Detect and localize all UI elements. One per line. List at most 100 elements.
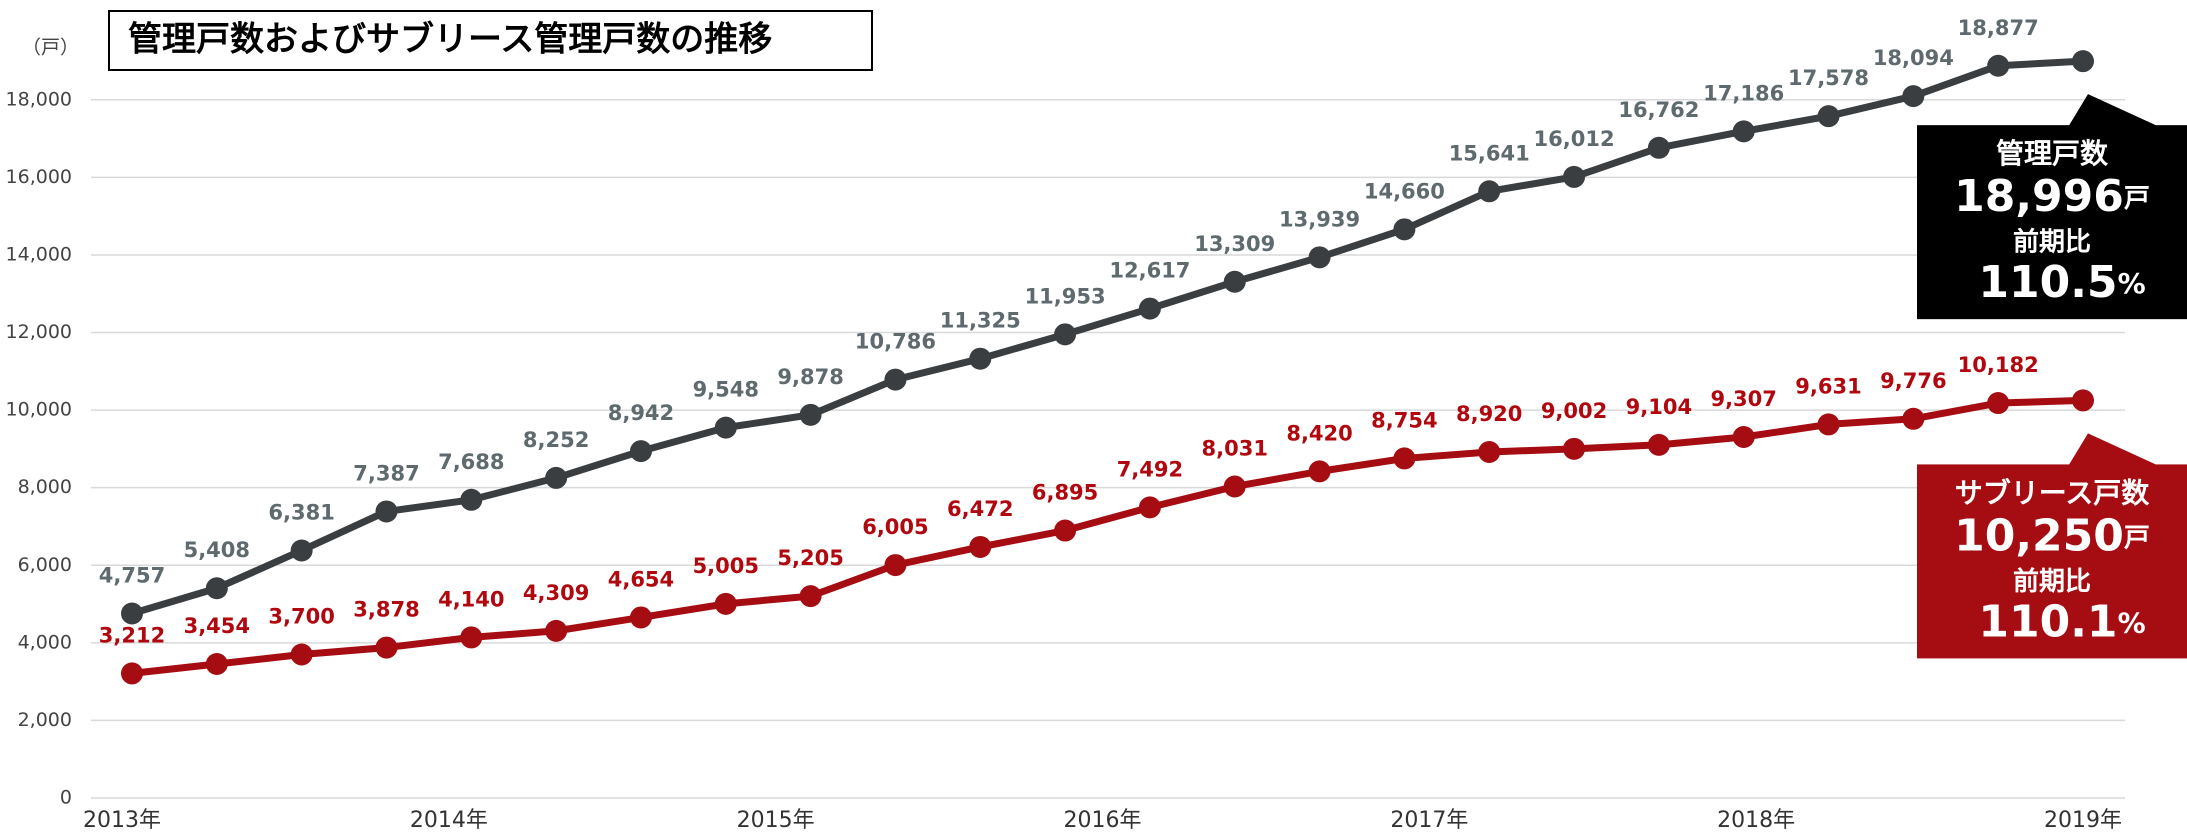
point bbox=[545, 466, 568, 489]
y-tick-label: 18,000 bbox=[6, 88, 72, 110]
callout-ratio-unit: % bbox=[2118, 606, 2146, 639]
value-label: 12,617 bbox=[1109, 259, 1190, 283]
point bbox=[1054, 519, 1077, 542]
y-unit: （戸） bbox=[22, 37, 79, 59]
y-tick-label: 16,000 bbox=[6, 166, 72, 188]
callout-value: 10,250戸 bbox=[1954, 510, 2150, 561]
point bbox=[1817, 413, 1840, 436]
value-label: 4,309 bbox=[523, 581, 589, 605]
chart-title: 管理戸数およびサブリース管理戸数の推移 bbox=[128, 20, 772, 60]
value-label: 7,492 bbox=[1117, 457, 1183, 481]
point bbox=[121, 602, 143, 625]
x-tick-label: 2017年 bbox=[1390, 808, 1468, 833]
value-label: 9,002 bbox=[1541, 399, 1607, 423]
value-label: 3,700 bbox=[268, 604, 334, 628]
callout-ratio: 110.5% bbox=[1978, 257, 2145, 308]
value-label: 8,420 bbox=[1286, 421, 1352, 445]
callout-unit: 戸 bbox=[2124, 184, 2150, 214]
point bbox=[1902, 407, 1925, 430]
point bbox=[629, 440, 652, 463]
point bbox=[375, 636, 398, 659]
point bbox=[1987, 54, 2010, 77]
value-label: 7,387 bbox=[353, 461, 419, 485]
point bbox=[799, 403, 822, 426]
value-label: 9,631 bbox=[1795, 374, 1861, 398]
title-box bbox=[108, 10, 873, 71]
value-label: 18,877 bbox=[1958, 16, 2039, 40]
point bbox=[1817, 105, 1840, 128]
value-label: 17,578 bbox=[1788, 66, 1869, 90]
point bbox=[1647, 433, 1670, 456]
point bbox=[1308, 246, 1331, 269]
value-label: 7,688 bbox=[438, 450, 504, 474]
point bbox=[1902, 85, 1925, 108]
value-label: 14,660 bbox=[1364, 179, 1445, 203]
callout-pointer bbox=[2068, 433, 2160, 467]
value-label: 5,005 bbox=[693, 554, 759, 578]
value-label: 3,454 bbox=[184, 614, 250, 638]
callout-ratio-title: 前期比 bbox=[2013, 227, 2091, 258]
point bbox=[1478, 440, 1501, 463]
point bbox=[205, 577, 228, 600]
point bbox=[1138, 297, 1161, 320]
point bbox=[1732, 120, 1755, 143]
series-line bbox=[131, 57, 2084, 617]
value-label: 16,012 bbox=[1534, 127, 1615, 151]
value-label: 10,786 bbox=[855, 330, 936, 354]
y-tick-label: 10,000 bbox=[6, 399, 72, 421]
x-tick-label: 2014年 bbox=[410, 808, 488, 833]
point bbox=[375, 500, 398, 523]
point bbox=[460, 488, 483, 511]
point bbox=[1308, 460, 1331, 483]
point bbox=[969, 347, 992, 370]
point bbox=[629, 606, 652, 629]
callout-ratio-unit: % bbox=[2118, 267, 2146, 300]
value-label: 16,762 bbox=[1618, 98, 1699, 122]
value-label: 8,031 bbox=[1202, 436, 1268, 460]
callout-ratio-number: 110.1 bbox=[1978, 596, 2117, 647]
point bbox=[290, 539, 313, 562]
value-label: 9,104 bbox=[1626, 395, 1692, 419]
point bbox=[1223, 475, 1246, 498]
value-label: 8,942 bbox=[608, 401, 674, 425]
value-label: 4,140 bbox=[438, 587, 504, 611]
value-label: 8,920 bbox=[1456, 402, 1522, 426]
point bbox=[969, 535, 992, 558]
point bbox=[1647, 136, 1670, 159]
point bbox=[1393, 218, 1416, 241]
value-label: 9,307 bbox=[1710, 387, 1776, 411]
callout-ratio: 110.1% bbox=[1978, 596, 2145, 647]
callout-box bbox=[1917, 464, 2187, 659]
y-tick-label: 14,000 bbox=[6, 243, 72, 265]
value-label: 4,757 bbox=[99, 563, 165, 587]
point bbox=[290, 643, 313, 666]
series-line bbox=[131, 396, 2084, 677]
y-tick-label: 0 bbox=[60, 787, 72, 809]
point bbox=[1478, 180, 1501, 203]
point bbox=[205, 653, 228, 676]
value-label: 6,472 bbox=[947, 497, 1013, 521]
point bbox=[1393, 447, 1416, 470]
callout-ratio-number: 110.5 bbox=[1978, 257, 2117, 308]
value-label: 18,094 bbox=[1873, 46, 1954, 70]
point bbox=[1223, 270, 1246, 293]
value-label: 3,212 bbox=[99, 623, 165, 647]
point bbox=[1054, 323, 1077, 346]
callout-pointer bbox=[2068, 94, 2160, 128]
value-label: 9,878 bbox=[777, 365, 843, 389]
point bbox=[799, 585, 822, 608]
value-label: 9,776 bbox=[1880, 369, 1946, 393]
callout-title: 管理戸数 bbox=[1996, 137, 2109, 170]
point bbox=[2072, 389, 2094, 412]
point bbox=[1563, 437, 1586, 460]
value-label: 8,252 bbox=[523, 428, 589, 452]
value-label: 15,641 bbox=[1449, 141, 1530, 165]
value-label: 6,005 bbox=[862, 515, 928, 539]
point bbox=[1138, 496, 1161, 519]
point bbox=[884, 554, 907, 577]
value-label: 13,939 bbox=[1279, 207, 1360, 231]
value-label: 6,381 bbox=[268, 500, 334, 524]
x-tick-label: 2018年 bbox=[1717, 808, 1795, 833]
value-label: 8,754 bbox=[1371, 408, 1437, 432]
